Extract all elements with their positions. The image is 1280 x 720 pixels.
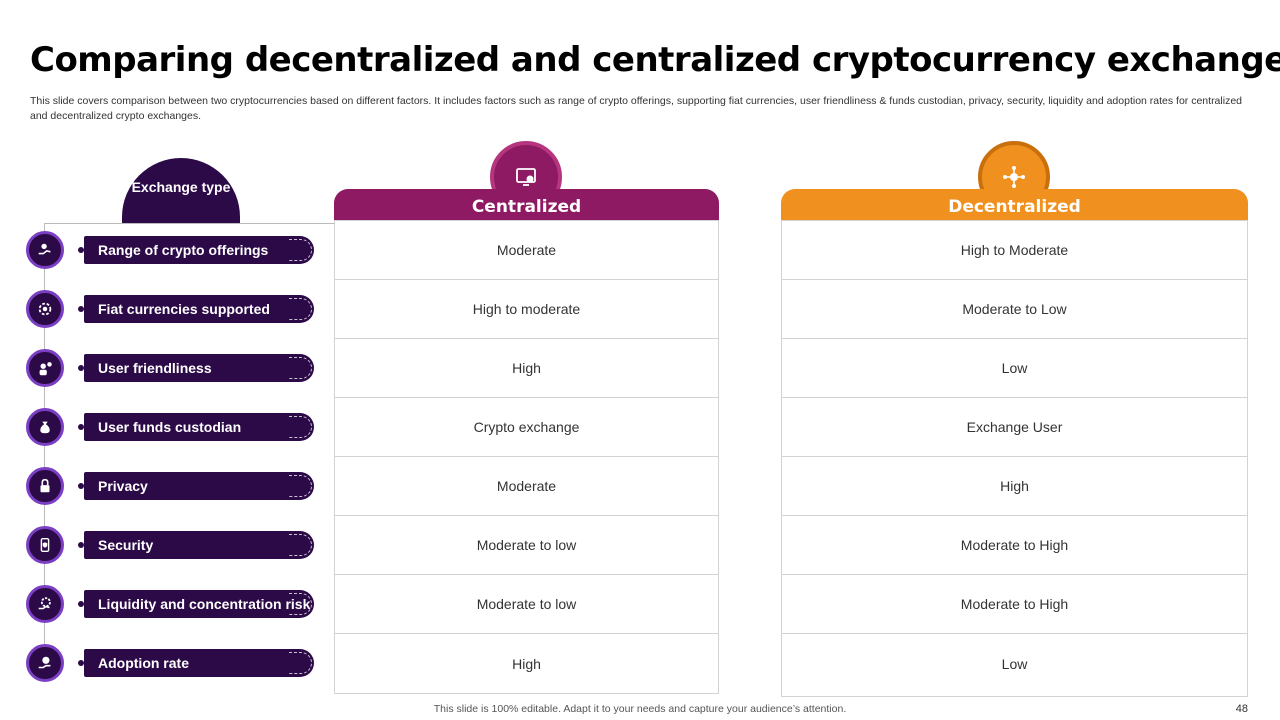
- factor-row: Adoption rate: [0, 643, 320, 683]
- phone-shield-icon: [26, 526, 64, 564]
- decentralized-header: Decentralized: [781, 189, 1248, 221]
- decentralized-cell: Low: [1001, 655, 1028, 672]
- factor-label: Range of crypto offerings: [84, 236, 314, 264]
- exchange-type-header: Exchange type: [122, 158, 240, 224]
- user-chat-icon: [26, 349, 64, 387]
- page-number: 48: [1235, 703, 1248, 715]
- centralized-cell: High: [512, 655, 541, 672]
- factor-row: Range of crypto offerings: [0, 230, 320, 270]
- decentralized-cell: Moderate to High: [782, 516, 1247, 575]
- centralized-cell: Crypto exchange: [335, 398, 718, 457]
- centralized-cell: Moderate: [335, 221, 718, 280]
- connector-line-top: [44, 223, 334, 224]
- factor-label: Adoption rate: [84, 649, 314, 677]
- centralized-cell: High: [335, 339, 718, 398]
- factor-label: Security: [84, 531, 314, 559]
- factor-label: Fiat currencies supported: [84, 295, 314, 323]
- decentralized-cell: Low: [782, 339, 1247, 398]
- slide-title: Comparing decentralized and centralized …: [30, 40, 1280, 80]
- factor-dot: [78, 660, 84, 666]
- centralized-cell: Moderate to low: [335, 575, 718, 634]
- factor-label: Privacy: [84, 472, 314, 500]
- centralized-cell: Moderate: [335, 457, 718, 516]
- decentralized-table: High to Moderate Moderate to Low Low Exc…: [781, 220, 1248, 697]
- factor-dot: [78, 542, 84, 548]
- factor-row: Fiat currencies supported: [0, 289, 320, 329]
- decentralized-cell: High: [782, 457, 1247, 516]
- decentralized-cell: Exchange User: [782, 398, 1247, 457]
- centralized-cell: Moderate to low: [335, 516, 718, 575]
- decentralized-cell: Moderate to Low: [782, 280, 1247, 339]
- currency-gear-icon: [26, 290, 64, 328]
- hand-bitcoin-icon: [26, 644, 64, 682]
- factor-row: Security: [0, 525, 320, 565]
- factor-label: User friendliness: [84, 354, 314, 382]
- factor-row: Privacy: [0, 466, 320, 506]
- factor-dot: [78, 365, 84, 371]
- gear-hand-icon: [26, 585, 64, 623]
- centralized-cell: High to moderate: [335, 280, 718, 339]
- slide-subtitle: This slide covers comparison between two…: [30, 95, 1242, 122]
- factor-dot: [78, 247, 84, 253]
- centralized-header: Centralized: [334, 189, 719, 221]
- money-bag-icon: [26, 408, 64, 446]
- decentralized-cell: High to Moderate: [782, 221, 1247, 280]
- padlock-icon: [26, 467, 64, 505]
- decentralized-cell: Moderate to High: [782, 575, 1247, 634]
- factor-label: Liquidity and concentration risk: [84, 590, 314, 618]
- centralized-table: Moderate High to moderate High Crypto ex…: [334, 220, 719, 694]
- slide-footer: This slide is 100% editable. Adapt it to…: [433, 703, 847, 715]
- factor-row: User funds custodian: [0, 407, 320, 447]
- factor-dot: [78, 601, 84, 607]
- factor-dot: [78, 483, 84, 489]
- factor-label: User funds custodian: [84, 413, 314, 441]
- factor-dot: [78, 306, 84, 312]
- factor-row: User friendliness: [0, 348, 320, 388]
- factor-dot: [78, 424, 84, 430]
- hand-coins-icon: [26, 231, 64, 269]
- factor-row: Liquidity and concentration risk: [0, 584, 320, 624]
